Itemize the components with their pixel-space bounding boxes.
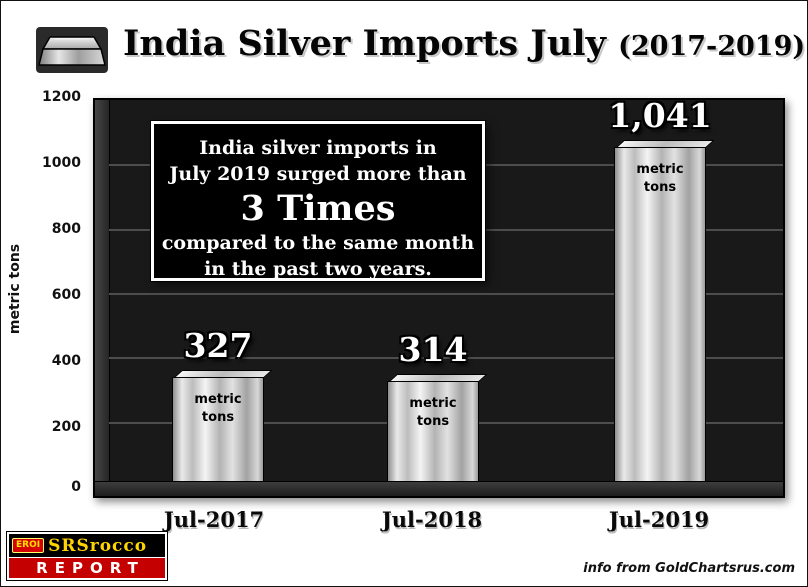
bar-value-jul-2019: 1,041 xyxy=(608,96,712,135)
bar-unit-label: metric tons xyxy=(636,162,684,195)
y-tick: 1200 xyxy=(42,89,81,105)
annotation-line-3: compared to the same month xyxy=(161,232,475,255)
annotation-line-1: India silver imports in xyxy=(199,137,437,159)
y-tick: 200 xyxy=(51,419,81,435)
annotation-line-2: July 2019 surged more than xyxy=(169,162,467,185)
annotation-box: India silver imports in July 2019 surged… xyxy=(150,120,486,282)
bar-value-jul-2017: 327 xyxy=(183,326,253,365)
x-label-jul-2018: Jul-2018 xyxy=(381,507,483,532)
page-title: India Silver Imports July (2017-2019) xyxy=(123,23,805,64)
x-label-jul-2019: Jul-2019 xyxy=(608,507,710,532)
bar-jul-2018: metric tons xyxy=(387,374,488,482)
y-tick: 800 xyxy=(51,221,81,237)
bar-unit-label: metric tons xyxy=(194,392,242,425)
bar-jul-2019: metric tons xyxy=(614,140,715,482)
srsrocco-report-logo: EROI SRSrocco REPORT xyxy=(6,531,168,581)
logo-top-row: EROI SRSrocco xyxy=(9,534,165,557)
y-axis-title: metric tons xyxy=(7,243,23,335)
bar-value-jul-2018: 314 xyxy=(398,330,468,369)
y-tick: 0 xyxy=(71,479,81,495)
eroi-badge: EROI xyxy=(12,538,45,553)
plot-3d-floor xyxy=(95,481,783,496)
y-axis: 1200 1000 800 600 400 200 0 xyxy=(29,1,81,586)
source-credit: info from GoldChartsrus.com xyxy=(583,561,795,576)
bar-top-face xyxy=(388,374,488,382)
title-years: (2017-2019) xyxy=(618,31,806,62)
logo-name: SRSrocco xyxy=(48,535,148,556)
gridline xyxy=(109,357,783,360)
annotation-line-4: in the past two years. xyxy=(204,257,432,280)
x-label-jul-2017: Jul-2017 xyxy=(163,507,265,532)
gridline xyxy=(109,293,783,295)
y-tick: 1000 xyxy=(42,155,81,171)
bar-jul-2017: metric tons xyxy=(172,370,273,482)
y-tick: 400 xyxy=(51,353,81,369)
plot-3d-wall xyxy=(95,100,110,496)
bar-top-face xyxy=(173,370,273,378)
bar-unit-label: metric tons xyxy=(409,396,457,429)
y-tick: 600 xyxy=(51,287,81,303)
annotation-highlight: 3 Times xyxy=(240,188,396,230)
logo-report-bar: REPORT xyxy=(9,557,165,578)
silver-ingot-icon xyxy=(35,21,109,77)
bar-top-face xyxy=(615,140,715,148)
title-main: India Silver Imports July xyxy=(123,23,606,64)
